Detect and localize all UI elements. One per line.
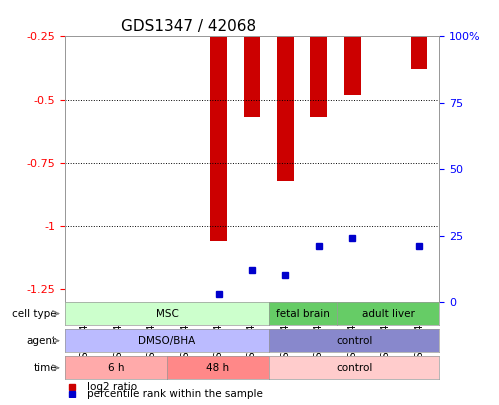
Text: MSC: MSC <box>156 309 178 319</box>
Text: log2 ratio: log2 ratio <box>87 382 137 392</box>
Text: cell type: cell type <box>12 309 57 319</box>
Bar <box>411 0 428 69</box>
Bar <box>244 0 260 117</box>
Text: control: control <box>336 336 372 345</box>
Text: DMSO/BHA: DMSO/BHA <box>138 336 196 345</box>
Bar <box>210 0 227 241</box>
Text: GDS1347 / 42068: GDS1347 / 42068 <box>121 19 256 34</box>
Bar <box>310 0 327 117</box>
Text: 48 h: 48 h <box>207 363 230 373</box>
Bar <box>344 0 361 95</box>
Text: control: control <box>336 363 372 373</box>
Text: adult liver: adult liver <box>362 309 415 319</box>
Text: time: time <box>33 363 57 373</box>
Text: percentile rank within the sample: percentile rank within the sample <box>87 388 263 399</box>
Text: fetal brain: fetal brain <box>276 309 330 319</box>
Text: 6 h: 6 h <box>108 363 124 373</box>
Text: agent: agent <box>27 336 57 345</box>
Bar <box>277 0 294 181</box>
